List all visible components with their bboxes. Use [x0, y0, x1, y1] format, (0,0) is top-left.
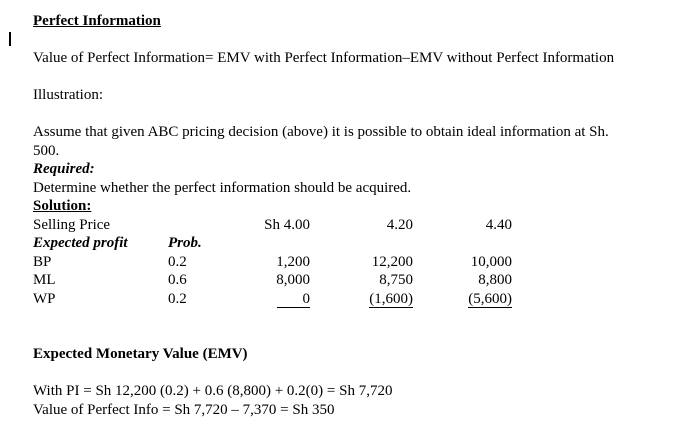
blank-line — [33, 105, 661, 124]
profit-value-underlined: (1,600) — [310, 290, 413, 309]
emv-heading: Expected Monetary Value (EMV) — [33, 346, 248, 362]
document-title: Perfect Information — [33, 13, 161, 29]
state-label-ml: ML — [33, 272, 56, 288]
value-of-perfect-info-calculation: Value of Perfect Info = Sh 7,720 – 7,370… — [33, 401, 335, 418]
underlined-total: (5,600) — [468, 290, 512, 308]
prob-value: 0.2 — [168, 253, 187, 270]
document-page: Perfect Information Value of Perfect Inf… — [33, 12, 661, 419]
table-row-column-headers: Expected profit Prob. — [33, 234, 661, 253]
assumption-text-line2: 500. — [33, 142, 60, 159]
empty-cell — [168, 216, 228, 235]
profit-value: 8,750 — [379, 272, 413, 288]
selling-price-label: Selling Price — [33, 216, 111, 233]
profit-value: 8,800 — [478, 272, 512, 288]
profit-value: 1,200 — [276, 253, 310, 270]
profit-value-underlined: (5,600) — [413, 290, 512, 309]
prob-label: Prob. — [168, 235, 202, 251]
solution-label: Solution: — [33, 198, 92, 214]
illustration-label: Illustration: — [33, 87, 103, 103]
price-header-440: 4.40 — [485, 216, 512, 233]
required-label: Required: — [33, 161, 95, 177]
assumption-text-line1: Assume that given ABC pricing decision (… — [33, 124, 609, 140]
table-row-ml: ML 0.6 8,000 8,750 8,800 — [33, 271, 661, 290]
empty-cell — [413, 234, 512, 253]
state-label-wp: WP — [33, 290, 56, 307]
empty-cell — [310, 234, 413, 253]
blank-line — [33, 364, 661, 383]
state-label-bp: BP — [33, 253, 52, 270]
profit-value: 8,000 — [276, 272, 310, 288]
price-header-420: 4.20 — [386, 216, 413, 233]
profit-value: 12,200 — [371, 253, 413, 270]
table-row-wp: WP 0.2 0 (1,600) (5,600) — [33, 290, 661, 309]
text-cursor — [9, 32, 11, 46]
empty-cell — [228, 234, 310, 253]
table-row-selling-price: Selling Price Sh 4.00 4.20 4.40 — [33, 216, 661, 235]
required-text: Determine whether the perfect informatio… — [33, 179, 412, 196]
underlined-total: 0 — [276, 291, 310, 308]
prob-value: 0.2 — [168, 290, 187, 307]
profit-value: 10,000 — [470, 253, 512, 270]
blank-line — [33, 68, 661, 87]
table-row-bp: BP 0.2 1,200 12,200 10,000 — [33, 253, 661, 272]
profit-value-underlined: 0 — [228, 290, 310, 309]
value-of-perfect-information-formula: Value of Perfect Information= EMV with P… — [33, 50, 615, 66]
prob-value: 0.6 — [168, 272, 187, 288]
expected-profit-label: Expected profit — [33, 235, 128, 251]
price-header-400: Sh 4.00 — [264, 216, 310, 233]
blank-line — [33, 31, 661, 50]
underlined-total: (1,600) — [369, 290, 413, 308]
blank-line — [33, 308, 661, 327]
emv-with-pi-calculation: With PI = Sh 12,200 (0.2) + 0.6 (8,800) … — [33, 383, 393, 399]
blank-line — [33, 327, 661, 346]
